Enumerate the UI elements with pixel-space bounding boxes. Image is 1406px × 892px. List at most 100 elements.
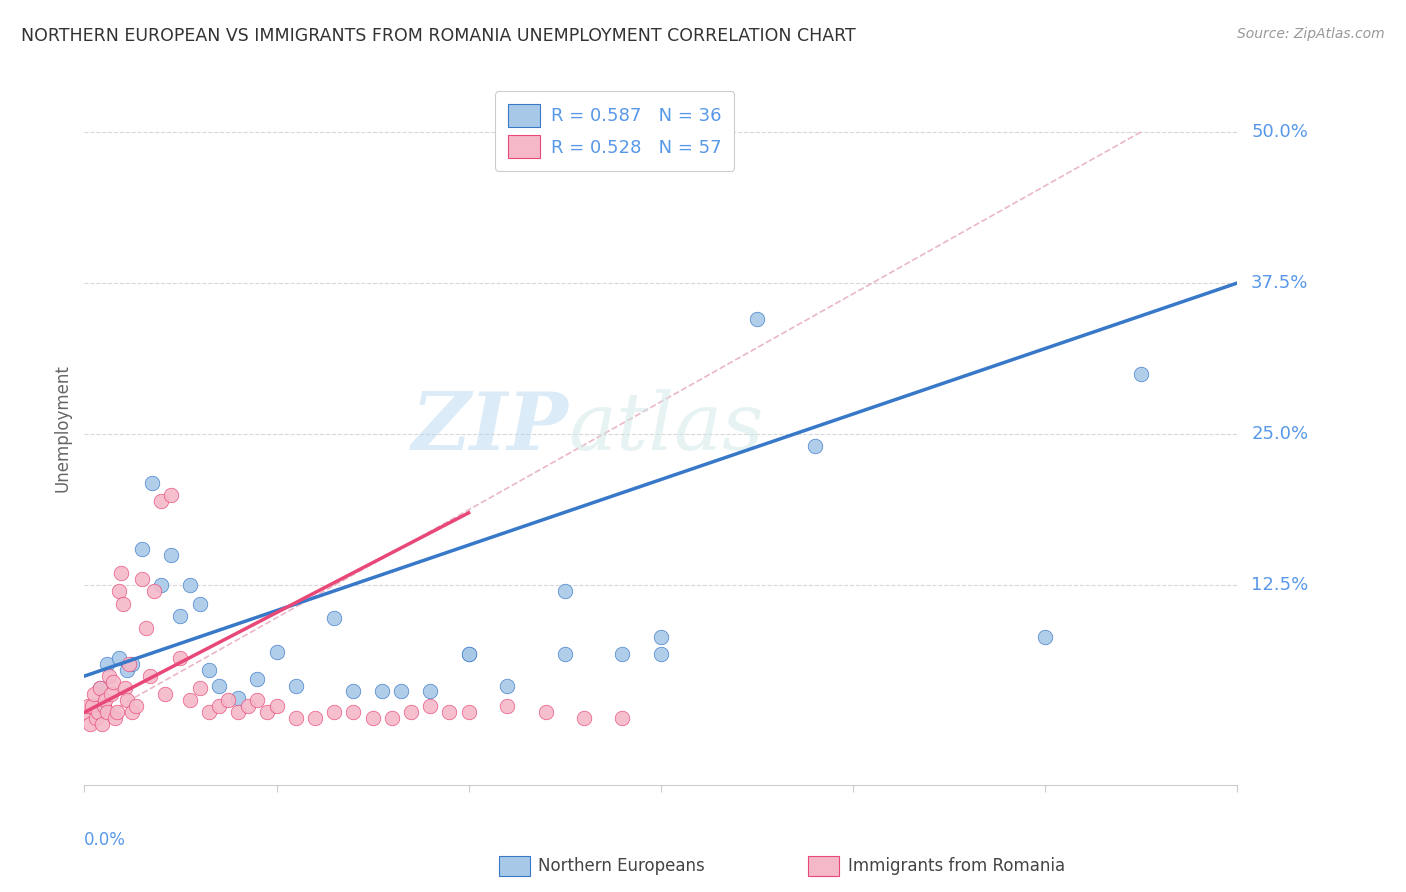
Point (138, 669, 160, 683)
Point (150, 493, 173, 508)
Point (198, 663, 221, 677)
Text: 0.0%: 0.0% (84, 831, 127, 849)
Point (179, 693, 201, 707)
Point (115, 693, 138, 707)
Legend: R = 0.587   N = 36, R = 0.528   N = 57: R = 0.587 N = 36, R = 0.528 N = 57 (495, 91, 734, 171)
Point (135, 621, 157, 635)
Point (75, 706, 97, 720)
Point (142, 584, 165, 599)
Point (108, 584, 131, 599)
Point (121, 657, 143, 671)
Point (83, 687, 105, 701)
Point (96, 706, 118, 720)
Point (284, 679, 307, 693)
Point (77, 699, 100, 714)
Point (266, 645, 288, 659)
Point (94, 693, 117, 707)
Text: 37.5%: 37.5% (1251, 274, 1309, 292)
Point (89, 681, 111, 696)
Point (105, 706, 128, 720)
Point (457, 648, 479, 662)
Point (650, 631, 672, 645)
Point (1130, 367, 1153, 381)
Point (111, 597, 134, 611)
Point (198, 706, 221, 720)
Text: 25.0%: 25.0% (1251, 425, 1309, 443)
Point (323, 611, 346, 625)
Point (90, 717, 112, 731)
Point (98, 669, 121, 683)
Point (121, 706, 143, 720)
Text: atlas: atlas (568, 390, 763, 467)
Text: Immigrants from Romania: Immigrants from Romania (848, 857, 1064, 875)
Point (131, 542, 153, 557)
Point (114, 681, 136, 696)
Point (496, 679, 519, 693)
Point (342, 683, 364, 698)
Point (108, 651, 131, 665)
Point (439, 706, 461, 720)
Point (554, 584, 576, 599)
Point (208, 699, 231, 714)
Point (419, 683, 441, 698)
Point (371, 683, 394, 698)
Point (217, 693, 239, 707)
Point (246, 672, 269, 686)
Point (391, 683, 413, 698)
Point (87, 706, 110, 720)
Text: Source: ZipAtlas.com: Source: ZipAtlas.com (1237, 27, 1385, 41)
Point (256, 706, 278, 720)
Point (79, 717, 101, 731)
Point (284, 711, 307, 725)
Text: ZIP: ZIP (412, 390, 568, 467)
Point (803, 439, 825, 453)
Text: Northern Europeans: Northern Europeans (538, 857, 706, 875)
Point (110, 566, 132, 581)
Point (1033, 631, 1056, 645)
Point (89, 681, 111, 696)
Point (179, 578, 201, 592)
Point (361, 711, 384, 725)
Point (103, 675, 124, 690)
Point (93, 699, 115, 714)
Point (141, 475, 163, 490)
Point (96, 657, 118, 671)
Point (534, 706, 557, 720)
Point (125, 699, 148, 714)
Point (246, 693, 269, 707)
Point (153, 687, 176, 701)
Point (266, 699, 288, 714)
Point (342, 706, 364, 720)
Point (457, 706, 479, 720)
Point (457, 648, 479, 662)
Point (226, 690, 249, 705)
Point (419, 699, 441, 714)
Point (323, 706, 346, 720)
Point (381, 711, 404, 725)
Point (745, 312, 768, 326)
Point (612, 648, 634, 662)
Point (131, 572, 153, 586)
Point (83, 706, 105, 720)
Point (100, 687, 122, 701)
Point (612, 711, 634, 725)
Point (169, 651, 191, 665)
Text: 50.0%: 50.0% (1251, 123, 1308, 141)
Point (208, 679, 231, 693)
Point (226, 706, 249, 720)
Point (304, 711, 326, 725)
Point (650, 648, 672, 662)
Point (496, 699, 519, 714)
Y-axis label: Unemployment: Unemployment (53, 364, 72, 492)
Point (84, 711, 107, 725)
Text: 12.5%: 12.5% (1251, 576, 1309, 594)
Point (104, 711, 127, 725)
Point (188, 597, 211, 611)
Point (399, 706, 422, 720)
Point (188, 681, 211, 696)
Point (169, 608, 191, 623)
Point (159, 548, 183, 562)
Point (236, 699, 259, 714)
Point (80, 699, 103, 714)
Point (150, 578, 173, 592)
